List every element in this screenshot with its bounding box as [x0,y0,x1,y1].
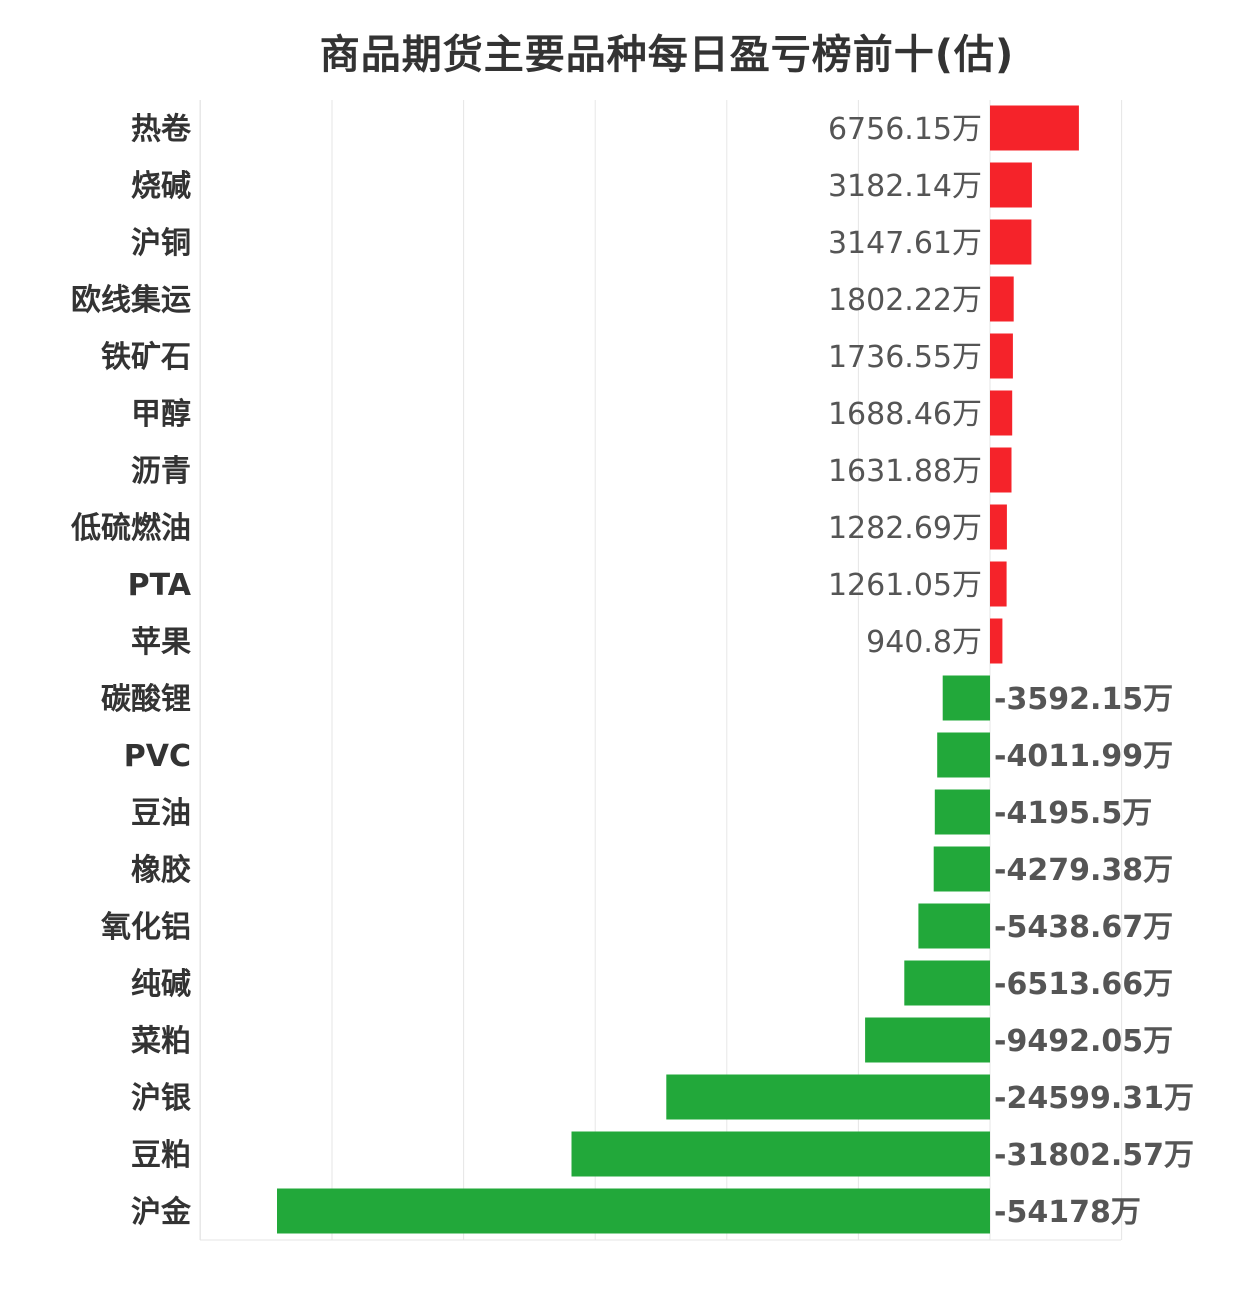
value-label: -4011.99万 [994,739,1173,774]
category-label: 纯碱 [131,967,191,1002]
value-label: -3592.15万 [994,682,1173,717]
bar-14[interactable] [933,846,990,892]
category-label: 热卷 [131,112,192,147]
grid-layer [199,100,1123,1241]
chart-title: 商品期货主要品种每日盈亏榜前十(估) [319,32,1015,78]
bar-5[interactable] [990,333,1013,379]
category-label: 碳酸锂 [101,682,191,717]
category-label: 甲醇 [131,397,191,432]
value-label: 1802.22万 [828,283,982,318]
value-label: 3182.14万 [828,169,982,204]
category-label: PTA [128,568,192,603]
value-label: 1261.05万 [828,568,982,603]
category-label: 低硫燃油 [70,511,191,546]
bar-layer [277,105,1079,1234]
bar-12[interactable] [937,732,990,778]
category-label: 沥青 [131,454,191,489]
value-label: -4195.5万 [994,796,1152,831]
bar-1[interactable] [990,105,1079,151]
bar-17[interactable] [865,1017,990,1063]
bar-20[interactable] [277,1188,990,1234]
value-label: 1282.69万 [828,511,982,546]
bar-11[interactable] [942,675,990,721]
value-label: -31802.57万 [994,1138,1194,1173]
bar-8[interactable] [990,504,1007,550]
bar-15[interactable] [918,903,990,949]
value-label: -5438.67万 [994,910,1173,945]
bar-19[interactable] [571,1131,991,1177]
bar-2[interactable] [990,162,1032,208]
bar-9[interactable] [990,561,1007,607]
category-label: 烧碱 [131,169,191,204]
category-label: 菜粕 [131,1024,191,1059]
value-label: 940.8万 [866,625,982,660]
category-label: 沪银 [131,1081,191,1116]
bar-7[interactable] [990,447,1012,493]
value-label: 1736.55万 [828,340,982,375]
category-label: 橡胶 [131,853,191,888]
value-label: -54178万 [994,1195,1141,1230]
value-label: 1631.88万 [828,454,982,489]
category-label: 欧线集运 [71,283,191,318]
bar-16[interactable] [904,960,990,1006]
category-label: 豆油 [131,796,191,831]
value-label: -24599.31万 [994,1081,1194,1116]
value-label: 1688.46万 [828,397,982,432]
bar-6[interactable] [990,390,1013,436]
category-label: 氧化铝 [101,910,191,945]
value-label: -9492.05万 [994,1024,1173,1059]
category-label: PVC [124,739,191,774]
category-label: 沪金 [131,1195,192,1230]
bar-13[interactable] [934,789,990,835]
bar-4[interactable] [990,276,1014,322]
bar-3[interactable] [990,219,1032,265]
value-label: 3147.61万 [828,226,982,261]
value-label: 6756.15万 [828,112,982,147]
category-label: 沪铜 [131,226,191,261]
category-label: 铁矿石 [101,340,191,375]
value-label: -4279.38万 [994,853,1173,888]
bar-18[interactable] [666,1074,990,1120]
bar-10[interactable] [990,618,1003,664]
value-label: -6513.66万 [994,967,1173,1002]
category-label: 苹果 [131,625,191,660]
category-label: 豆粕 [131,1138,191,1173]
